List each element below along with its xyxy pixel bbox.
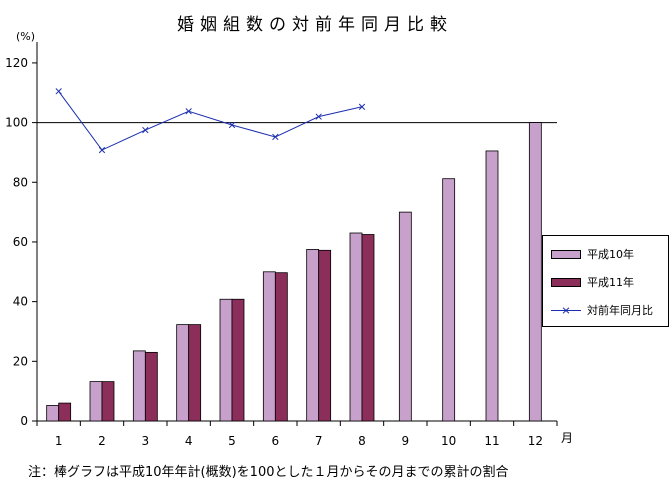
legend-item-ratio: 対前年同月比 bbox=[551, 302, 653, 318]
x-tick-label: 11 bbox=[484, 434, 499, 448]
legend-label-heisei10: 平成10年 bbox=[587, 248, 634, 261]
y-axis-unit-label: (%) bbox=[16, 30, 36, 43]
bar-heisei11 bbox=[144, 351, 158, 422]
ratio-point bbox=[98, 146, 106, 154]
bar-heisei10 bbox=[349, 232, 363, 422]
footnote: 注：棒グラフは平成10年年計(概数)を100とした１月からその月までの累計の割合 bbox=[28, 465, 509, 480]
bar-heisei10 bbox=[442, 178, 456, 422]
ratio-point bbox=[55, 88, 62, 95]
y-tick-label: 40 bbox=[13, 295, 28, 309]
x-tick-label: 7 bbox=[315, 434, 323, 448]
ratio-point bbox=[315, 113, 322, 120]
legend-item-heisei10: 平成10年 bbox=[551, 246, 634, 262]
x-tick-label: 3 bbox=[142, 434, 150, 448]
bar-heisei11 bbox=[318, 249, 332, 422]
chart-title: 婚姻組数の対前年同月比較 bbox=[177, 15, 453, 35]
bar-heisei11 bbox=[188, 324, 202, 422]
ratio-point bbox=[142, 126, 149, 134]
y-tick-label: 0 bbox=[20, 414, 28, 428]
bar-heisei10 bbox=[398, 211, 412, 422]
bar-heisei10 bbox=[485, 150, 499, 422]
bar-heisei10 bbox=[132, 350, 146, 422]
x-tick-label: 2 bbox=[98, 434, 106, 448]
y-tick-label: 20 bbox=[13, 354, 28, 368]
bar-heisei10 bbox=[262, 271, 276, 422]
ratio-point bbox=[272, 133, 279, 141]
x-tick-label: 1 bbox=[55, 434, 63, 448]
bar-heisei11 bbox=[361, 234, 375, 422]
legend: 平成10年 平成11年 対前年同月比 bbox=[542, 235, 669, 327]
ratio-point bbox=[185, 108, 192, 115]
x-axis-label: 月 bbox=[561, 431, 573, 445]
x-tick-label: 6 bbox=[272, 434, 280, 448]
ratio-point bbox=[228, 121, 236, 129]
ratio-line bbox=[58, 90, 363, 151]
x-tick-label: 4 bbox=[185, 434, 193, 448]
legend-label-heisei11: 平成11年 bbox=[587, 276, 634, 289]
bar-heisei10 bbox=[219, 298, 233, 422]
legend-item-heisei11: 平成11年 bbox=[551, 274, 634, 290]
bar-heisei11 bbox=[231, 298, 245, 422]
bar-heisei11 bbox=[274, 272, 288, 422]
bar-heisei10 bbox=[46, 405, 60, 422]
x-tick-label: 5 bbox=[228, 434, 236, 448]
ratio-point bbox=[358, 103, 366, 110]
legend-label-ratio: 対前年同月比 bbox=[587, 304, 653, 317]
bar-heisei11 bbox=[58, 402, 72, 422]
y-tick-label: 120 bbox=[5, 56, 28, 70]
bar-heisei10 bbox=[528, 122, 542, 422]
legend-swatch-heisei11 bbox=[551, 277, 581, 287]
bar-heisei10 bbox=[176, 324, 190, 422]
y-tick-label: 60 bbox=[13, 235, 28, 249]
x-tick-label: 12 bbox=[528, 434, 543, 448]
y-tick-label: 80 bbox=[13, 175, 28, 189]
x-tick-label: 9 bbox=[402, 434, 410, 448]
x-tick-label: 10 bbox=[441, 434, 456, 448]
bar-heisei11 bbox=[101, 381, 115, 422]
x-tick-label: 8 bbox=[358, 434, 366, 448]
bar-heisei10 bbox=[306, 249, 320, 422]
legend-swatch-heisei10 bbox=[551, 249, 581, 259]
bar-heisei10 bbox=[89, 381, 103, 422]
legend-swatch-ratio bbox=[551, 306, 581, 315]
y-tick-label: 100 bbox=[5, 116, 28, 130]
